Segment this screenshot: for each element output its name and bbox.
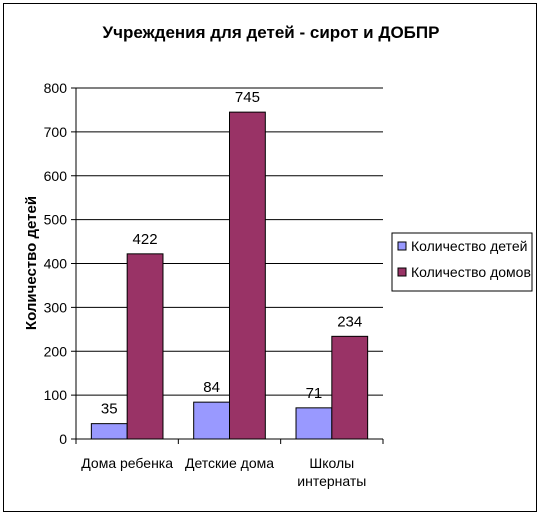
data-label-s1-c1: 745	[235, 89, 260, 106]
data-label-s0-c2: 71	[306, 385, 323, 402]
legend-swatch-1	[397, 267, 407, 277]
y-tick-label-300: 300	[44, 299, 68, 315]
x-tick-label-2-0: Школы	[309, 455, 354, 471]
chart-title: Учреждения для детей - сирот и ДОБПР	[103, 23, 440, 42]
legend-label-1: Количество домов	[411, 264, 531, 280]
bar-s0-c1	[193, 401, 230, 440]
y-tick-label-400: 400	[44, 256, 68, 272]
x-tick-label-2-1: интернаты	[297, 473, 366, 489]
bar-s1-c2	[331, 335, 369, 440]
y-axis-label: Количество детей	[23, 196, 40, 330]
bar-s1-c1	[229, 111, 266, 440]
y-tick-label-100: 100	[44, 387, 68, 403]
y-tick-label-0: 0	[59, 431, 67, 447]
bar-s0-c2	[295, 407, 333, 440]
y-tick-label-700: 700	[44, 124, 68, 140]
y-tick-label-200: 200	[44, 343, 68, 359]
chart-frame	[3, 3, 537, 512]
y-tick-label-500: 500	[44, 212, 68, 228]
y-tick-label-600: 600	[44, 168, 68, 184]
data-label-s0-c0: 35	[101, 401, 118, 418]
data-label-s1-c2: 234	[337, 313, 362, 330]
legend-swatch-0	[397, 241, 407, 251]
data-label-s1-c0: 422	[133, 231, 158, 248]
bar-s0-c0	[90, 423, 128, 440]
x-tick-label-0: Дома ребенка	[81, 455, 173, 471]
y-tick-label-800: 800	[44, 80, 68, 96]
bar-s1-c0	[126, 253, 164, 440]
legend-box	[391, 232, 533, 292]
legend-label-0: Количество детей	[411, 238, 527, 254]
x-tick-label-1: Детские дома	[185, 455, 274, 471]
data-label-s0-c1: 84	[203, 379, 220, 396]
